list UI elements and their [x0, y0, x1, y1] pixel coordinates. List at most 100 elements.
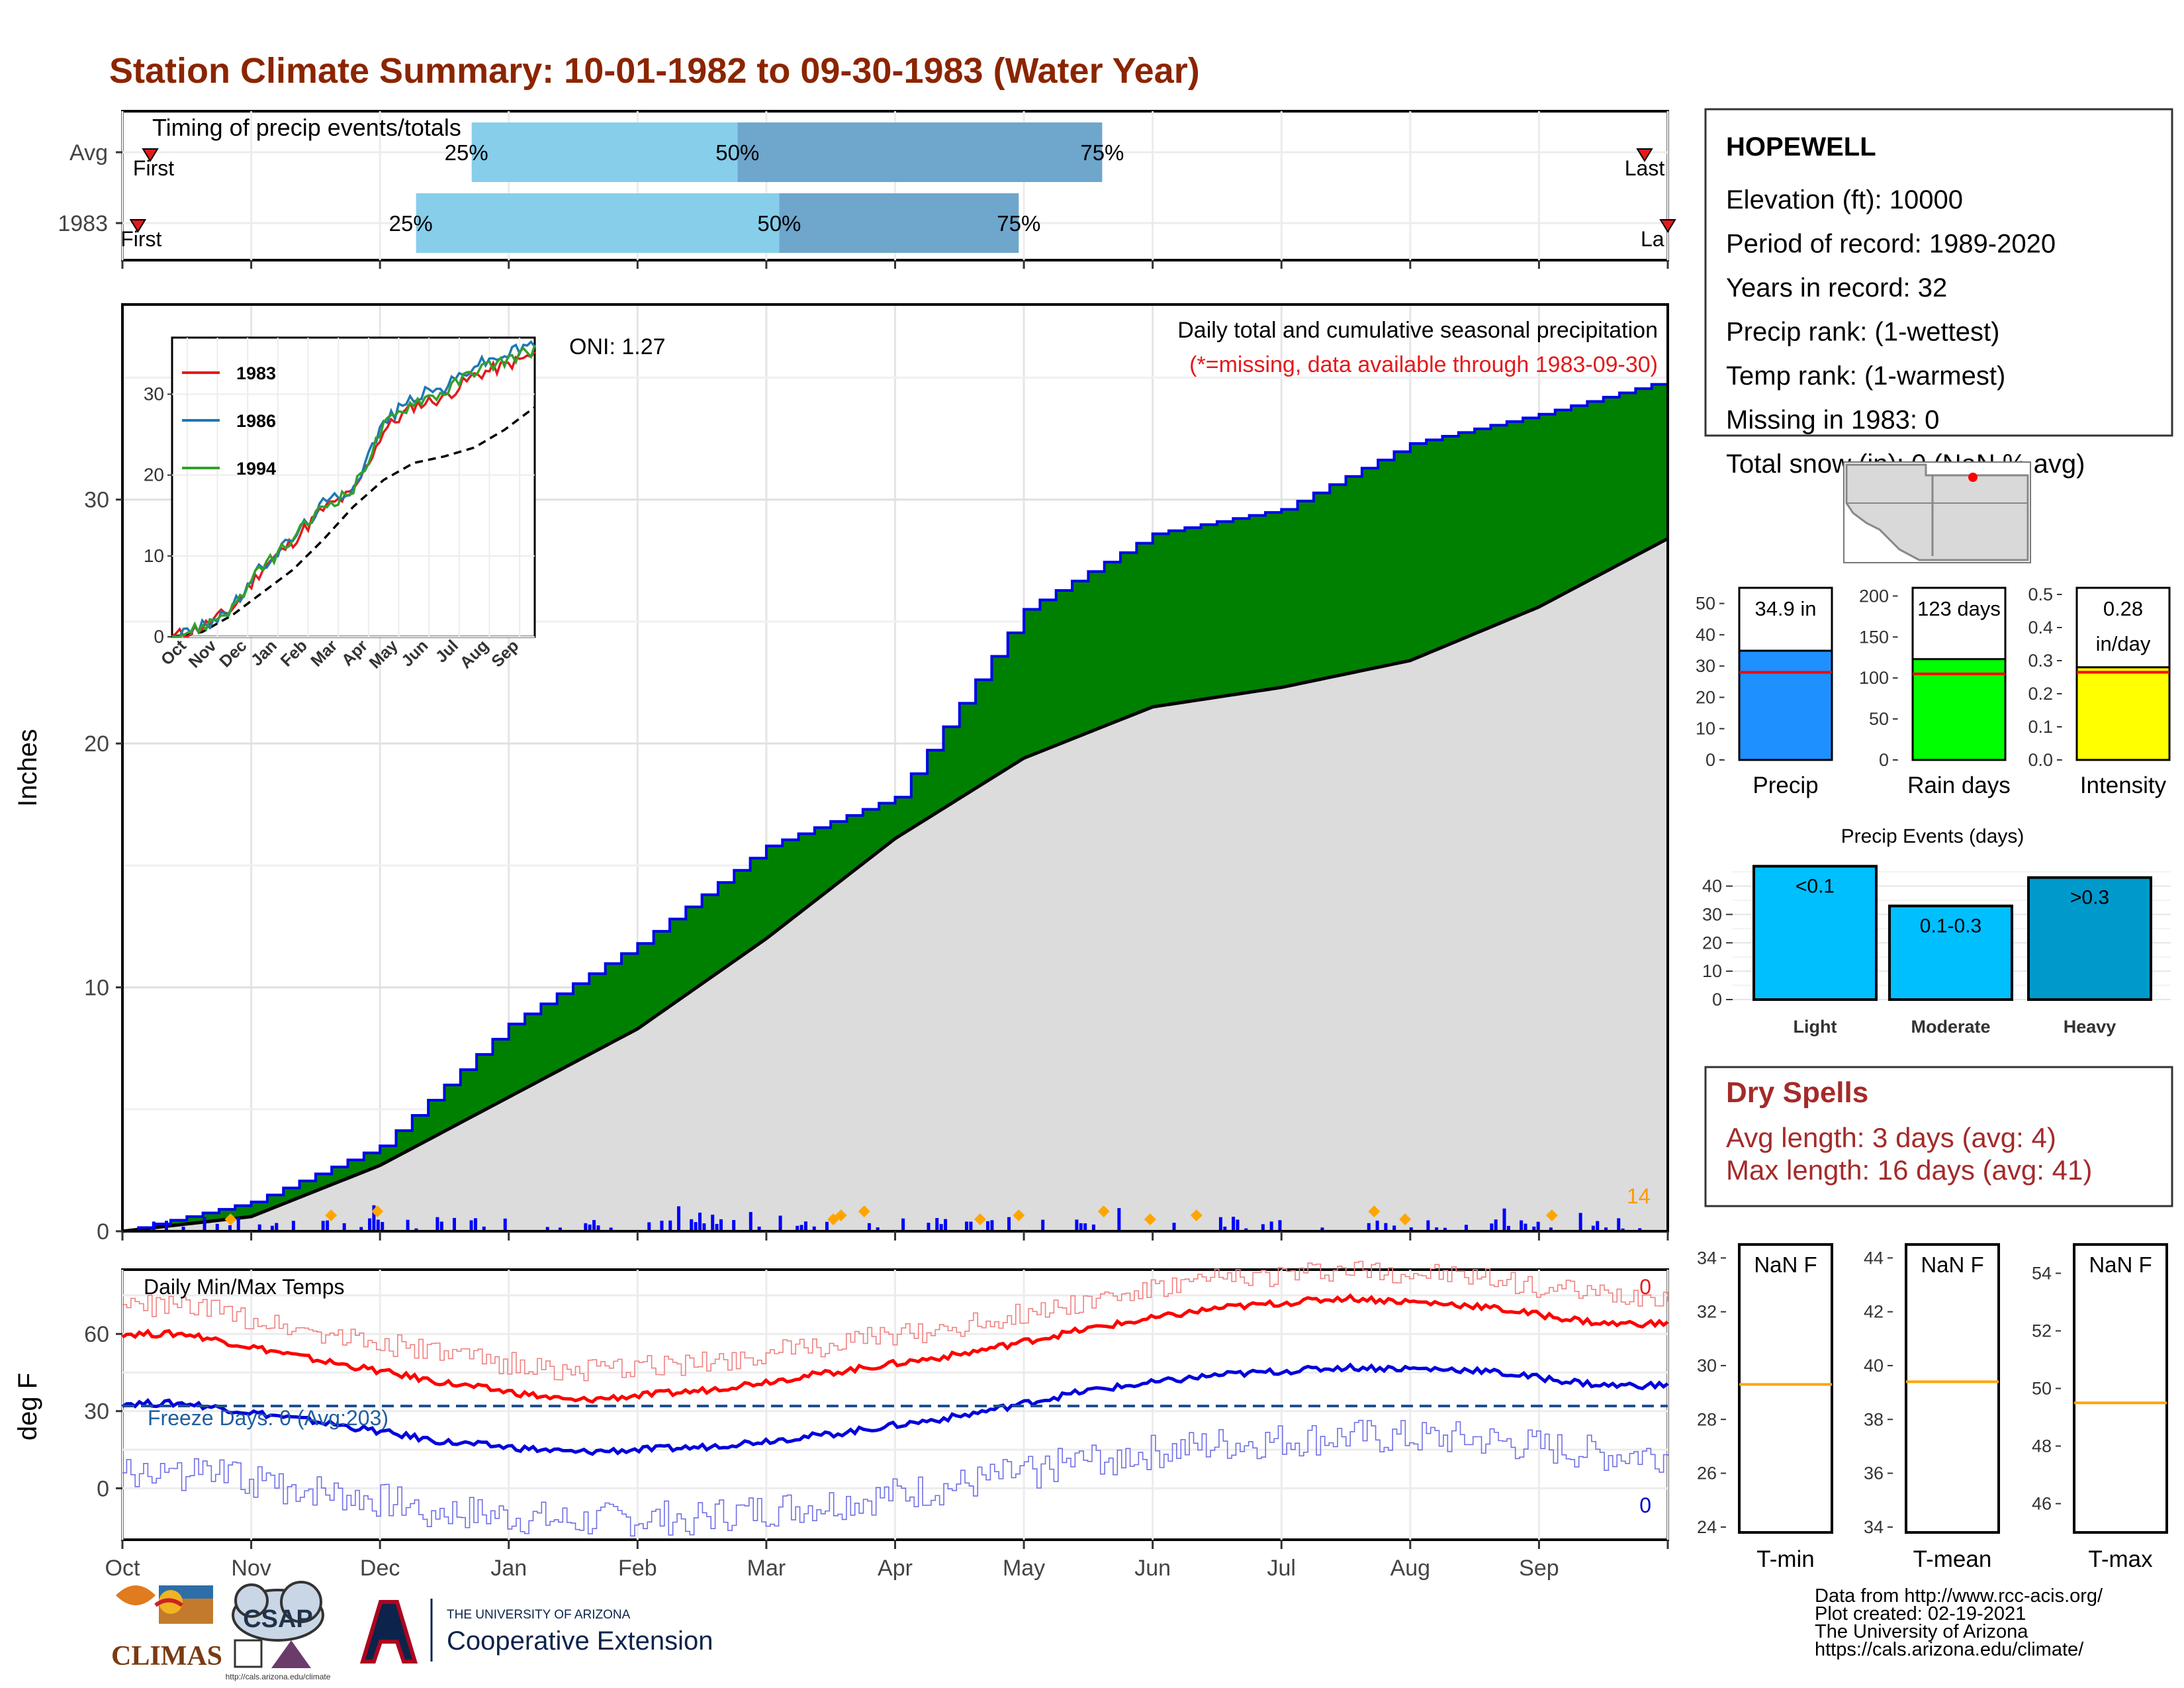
daily-precip-bar — [257, 1224, 261, 1231]
precip-event-category: Light — [1794, 1017, 1837, 1037]
temp-box-tick-label: 26 — [1697, 1464, 1717, 1483]
dry-spells-box: Dry Spells Avg length: 3 days (avg: 4) M… — [1704, 1066, 2173, 1207]
timing-q1-bar — [471, 122, 738, 182]
temp-box-tick-label: 42 — [1864, 1302, 1884, 1322]
station-info-line: Elevation (ft): 10000 — [1726, 185, 1963, 214]
temp-box-tick-label: 54 — [2032, 1264, 2052, 1284]
summary-tick-label: 40 — [1696, 625, 1715, 645]
temp-box-value: NaN F — [1754, 1252, 1817, 1277]
temp-box-tick-label: 50 — [2032, 1379, 2052, 1399]
precip-chart-title: Daily total and cumulative seasonal prec… — [1177, 318, 1658, 343]
daily-precip-bar — [588, 1224, 592, 1231]
inset-legend-label: 1994 — [236, 459, 276, 479]
daily-precip-bar — [1223, 1226, 1227, 1231]
dry-spells-title: Dry Spells — [1726, 1076, 1868, 1109]
credits: Data from http://www.rcc-acis.org/ Plot … — [1815, 1585, 2103, 1660]
last-event-marker — [1636, 148, 1653, 162]
timing-q1-bar — [416, 193, 780, 253]
average-cumulative-line — [122, 537, 1669, 1233]
daily-precip-bar — [1117, 1208, 1121, 1231]
precip-event-category: Moderate — [1911, 1017, 1990, 1037]
daily-precip-bar — [203, 1217, 206, 1231]
temp-ytick-label: 30 — [84, 1399, 109, 1425]
precip-event-bar — [1888, 904, 2013, 1001]
temp-box-tick-label: 40 — [1864, 1356, 1884, 1376]
daily-precip-bar — [986, 1221, 990, 1231]
daily-precip-bar — [228, 1225, 232, 1231]
daily-precip-bar — [164, 1221, 168, 1231]
missing-count-label: 14 — [1627, 1184, 1651, 1208]
daily-precip-bar — [1520, 1220, 1524, 1231]
temp-box-tick-label: 24 — [1697, 1517, 1717, 1537]
temp-box-tick-label: 32 — [1697, 1302, 1717, 1322]
summary-axis-label: Intensity — [2080, 773, 2167, 798]
month-label: May — [1003, 1556, 1045, 1581]
credit-line-2: Plot created: 02-19-2021 — [1815, 1603, 2026, 1624]
last-event-label: Last — [1625, 156, 1665, 180]
temp-box-axis-label: T-mean — [1913, 1546, 1992, 1572]
inset-ytick-label: 30 — [144, 384, 164, 404]
station-info-line: Precip rank: (1-wettest) — [1726, 318, 1999, 347]
average-cumulative-area — [122, 538, 1668, 1231]
daily-precip-bar — [803, 1221, 807, 1231]
temp-ytick-label: 60 — [84, 1322, 109, 1347]
dry-spells-frame — [1704, 1066, 2173, 1207]
daily-precip-bar — [270, 1225, 274, 1231]
summary-tick-label: 50 — [1696, 594, 1715, 614]
daily-precip-bar — [1409, 1227, 1413, 1231]
summary-bars: 0 10 20 30 40 50 34.9 in Precip 0 50 100 150 200 123 … — [1696, 585, 2171, 798]
station-info-line: Period of record: 1989-2020 — [1726, 230, 2056, 259]
daily-precip-bar — [1236, 1219, 1240, 1231]
daily-precip-bar — [944, 1219, 948, 1231]
events-tick-label: 10 — [1702, 961, 1722, 981]
temp-box-tick-label: 30 — [1697, 1356, 1717, 1376]
daily-precip-bar — [1464, 1225, 1468, 1231]
temp-box-tick-label: 28 — [1697, 1409, 1717, 1429]
daily-precip-bar — [342, 1223, 346, 1231]
daily-precip-bar — [1506, 1225, 1510, 1231]
month-label: Aug — [1390, 1556, 1431, 1581]
first-event-marker — [129, 219, 147, 233]
month-label: Jul — [1267, 1556, 1296, 1581]
daily-precip-bar — [969, 1221, 973, 1231]
first-event-label: First — [133, 156, 174, 180]
summary-tick-label: 0 — [1879, 750, 1889, 770]
daily-precip-bar — [469, 1220, 473, 1231]
month-label: Jan — [490, 1556, 527, 1581]
daily-precip-bar — [715, 1223, 719, 1231]
summary-tick-label: 30 — [1696, 656, 1715, 676]
precip-event-bar — [2027, 876, 2152, 1001]
timing-row-label: 1983 — [58, 211, 108, 236]
month-label: Nov — [231, 1556, 271, 1581]
summary-value-label: 0.28 — [2103, 597, 2143, 620]
daily-precip-bar — [1502, 1208, 1506, 1231]
csap-logo: CSAP http://cals.arizona.edu/climate — [226, 1581, 331, 1681]
temp-box-tick-label: 52 — [2032, 1321, 2052, 1341]
daily-precip-bar — [545, 1227, 549, 1231]
daily-precip-bar — [406, 1219, 410, 1231]
month-label: Apr — [878, 1556, 913, 1581]
daily-precip-bar — [749, 1211, 752, 1231]
daily-precip-bar — [1075, 1219, 1079, 1231]
precip-event-label: <0.1 — [1796, 876, 1835, 898]
precip-ytick-label: 10 — [84, 976, 109, 1001]
temp-title: Daily Min/Max Temps — [144, 1275, 344, 1299]
daily-precip-bar — [381, 1222, 385, 1231]
first-event-label: First — [120, 227, 161, 251]
ua-big-text: Cooperative Extension — [447, 1626, 713, 1656]
daily-precip-bar — [372, 1205, 376, 1231]
missing-data-marker — [974, 1213, 986, 1225]
csap-logo-text: CSAP — [243, 1605, 313, 1633]
timing-p50-label: 50% — [715, 140, 759, 165]
events-tick-label: 30 — [1702, 904, 1722, 924]
temp-box-tick-label: 38 — [1864, 1409, 1884, 1429]
daily-precip-bar — [368, 1218, 372, 1231]
daily-precip-bar — [677, 1206, 681, 1231]
daily-precip-bar — [702, 1223, 706, 1231]
daily-precip-bar — [414, 1228, 418, 1231]
daily-precip-bar — [812, 1226, 816, 1231]
daily-precip-bar — [1320, 1227, 1324, 1231]
daily-precip-bar — [584, 1223, 588, 1231]
summary-tick-label: 0.5 — [2028, 585, 2053, 604]
